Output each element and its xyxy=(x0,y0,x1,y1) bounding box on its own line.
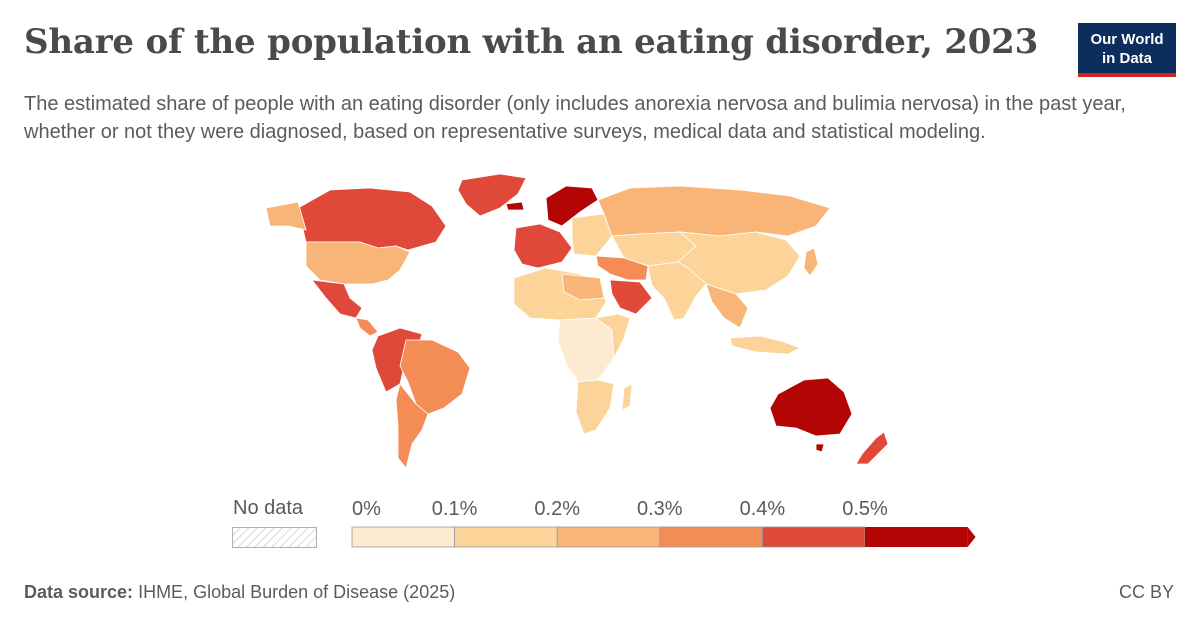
legend-bin-0[interactable] xyxy=(351,526,455,548)
world-map[interactable] xyxy=(200,168,920,468)
region-europe-west[interactable] xyxy=(513,223,573,269)
region-tasmania[interactable] xyxy=(815,443,825,453)
legend-overflow-arrow xyxy=(967,527,976,547)
region-arabia[interactable] xyxy=(609,279,653,315)
region-southeast-asia[interactable] xyxy=(705,283,749,329)
chart-title: Share of the population with an eating d… xyxy=(24,22,1039,62)
region-greenland[interactable] xyxy=(457,173,527,217)
region-canada[interactable] xyxy=(297,187,447,251)
legend-tick-label: 0% xyxy=(352,498,381,520)
logo-line-2: in Data xyxy=(1101,50,1152,67)
region-japan[interactable] xyxy=(803,247,819,277)
region-new-zealand[interactable] xyxy=(855,431,889,465)
region-australia[interactable] xyxy=(769,377,853,437)
owid-logo[interactable]: Our World in Data xyxy=(1078,23,1176,77)
legend-no-data-label: No data xyxy=(233,497,304,519)
region-mexico[interactable] xyxy=(311,279,363,319)
color-legend: 0% 0.1% 0.2% 0.3% 0.4% 0.5% xyxy=(351,498,976,548)
region-central-africa[interactable] xyxy=(557,317,615,383)
region-central-america[interactable] xyxy=(355,317,379,337)
legend-bin-2[interactable] xyxy=(556,526,661,548)
data-source-text[interactable]: IHME, Global Burden of Disease (2025) xyxy=(138,582,456,602)
region-east-africa[interactable] xyxy=(595,313,631,360)
chart-subtitle: The estimated share of people with an ea… xyxy=(24,93,1126,143)
legend-tick-label: 0.2% xyxy=(534,498,580,520)
legend-bin-3[interactable] xyxy=(659,526,763,548)
region-brazil[interactable] xyxy=(399,339,471,415)
legend-no-data-swatch[interactable] xyxy=(232,527,318,549)
legend-bin-5[interactable] xyxy=(865,527,968,547)
region-iceland[interactable] xyxy=(505,201,525,211)
legend-tick-label: 0.4% xyxy=(740,498,786,520)
region-middle-east[interactable] xyxy=(595,255,649,281)
legend-tick-label: 0.1% xyxy=(432,498,478,520)
legend-bin-4[interactable] xyxy=(761,526,866,548)
legend-tick-label: 0.3% xyxy=(637,498,683,520)
logo-line-1: Our World xyxy=(1090,31,1164,48)
region-south-asia[interactable] xyxy=(647,261,707,321)
data-source: Data source: IHME, Global Burden of Dise… xyxy=(24,582,455,603)
region-southern-cone[interactable] xyxy=(395,383,429,468)
region-madagascar[interactable] xyxy=(621,383,633,411)
region-alaska[interactable] xyxy=(265,201,307,231)
region-libya-egypt[interactable] xyxy=(561,273,605,301)
legend-tick-label: 0.5% xyxy=(842,498,888,520)
region-usa[interactable] xyxy=(305,241,411,285)
legend-bin-1[interactable] xyxy=(454,526,558,548)
region-indonesia[interactable] xyxy=(729,335,801,355)
license[interactable]: CC BY xyxy=(1118,582,1174,602)
data-source-label: Data source: xyxy=(24,582,134,602)
region-russia[interactable] xyxy=(597,185,831,237)
region-southern-africa[interactable] xyxy=(575,379,615,435)
region-scandinavia[interactable] xyxy=(545,185,599,227)
